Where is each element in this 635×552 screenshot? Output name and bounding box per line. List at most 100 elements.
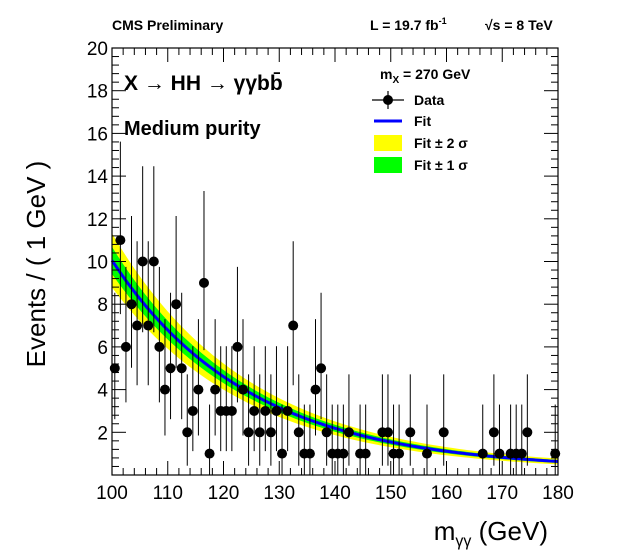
data-point <box>243 374 254 466</box>
data-point <box>293 374 304 466</box>
data-marker <box>304 448 315 459</box>
legend-label-band1: Fit ± 1 σ <box>414 157 468 173</box>
x-tick-label: 130 <box>263 483 295 504</box>
fit-band-1sigma <box>112 246 558 463</box>
data-marker <box>193 384 204 395</box>
data-marker <box>126 299 137 310</box>
data-marker <box>277 448 288 459</box>
data-point <box>304 404 315 475</box>
data-marker <box>210 384 221 395</box>
data-point <box>221 346 232 452</box>
data-marker <box>321 427 332 438</box>
data-point <box>271 346 282 452</box>
data-marker <box>176 363 187 374</box>
data-marker <box>522 427 533 438</box>
y-tick-label: 18 <box>87 82 108 103</box>
data-point <box>187 346 198 452</box>
data-marker <box>343 427 354 438</box>
data-marker <box>494 448 505 459</box>
plot-frame <box>111 47 559 476</box>
data-point <box>148 166 159 333</box>
data-marker <box>293 427 304 438</box>
y-tick-label: 4 <box>97 381 108 402</box>
data-marker <box>204 448 215 459</box>
data-point <box>477 404 488 475</box>
data-point <box>193 319 204 436</box>
data-point <box>198 191 209 351</box>
data-marker <box>137 256 148 267</box>
data-point <box>321 374 332 466</box>
y-tick-label: 14 <box>87 167 109 188</box>
data-marker <box>171 299 182 310</box>
data-marker <box>405 427 416 438</box>
data-point <box>238 319 249 436</box>
data-point <box>343 374 354 466</box>
legend-data-marker <box>383 95 393 105</box>
data-point <box>511 404 522 475</box>
data-point <box>516 404 527 475</box>
process-label: X → HH → γγbb̄ <box>124 72 283 95</box>
mass-label-subscript: X <box>392 75 399 86</box>
data-marker <box>109 363 120 374</box>
data-marker <box>382 427 393 438</box>
data-point <box>332 404 343 475</box>
plot-area <box>109 141 561 475</box>
data-marker <box>516 448 527 459</box>
y-tick-label: 10 <box>87 253 108 274</box>
data-marker <box>249 405 260 416</box>
data-point <box>360 404 371 475</box>
data-point <box>260 346 271 452</box>
data-point <box>488 374 499 466</box>
data-point <box>405 374 416 466</box>
axis-ticks: 100 110 120 130 140 150 160 170 180 2 4 6 8 10 12 14 16 1… <box>87 39 574 504</box>
luminosity-label: L = 19.7 fb-1 <box>370 16 447 33</box>
data-marker <box>159 384 170 395</box>
data-marker <box>282 405 293 416</box>
y-axis-title: Events / ( 1 GeV ) <box>21 161 51 368</box>
data-marker <box>265 427 276 438</box>
chart-title: CMS Preliminary <box>112 17 223 33</box>
data-point <box>382 374 393 466</box>
x-tick-label: 100 <box>96 483 128 504</box>
data-point <box>154 266 165 403</box>
data-point <box>310 319 321 436</box>
data-marker <box>421 448 432 459</box>
data-marker <box>360 448 371 459</box>
x-tick-label: 170 <box>486 483 518 504</box>
energy-label: √s = 8 TeV <box>485 17 553 33</box>
data-marker <box>198 277 209 288</box>
data-marker <box>438 427 449 438</box>
legend-label-fit: Fit <box>414 113 431 129</box>
data-marker <box>182 427 193 438</box>
data-point <box>204 404 215 475</box>
x-tick-label: 180 <box>542 483 574 504</box>
x-tick-label: 120 <box>208 483 240 504</box>
legend-band1-swatch <box>374 157 402 173</box>
data-points <box>109 141 561 475</box>
legend-label-band2: Fit ± 2 σ <box>414 135 468 151</box>
data-point <box>226 346 237 452</box>
data-point <box>232 266 243 403</box>
data-point <box>494 404 505 475</box>
x-axis-title-subscript: γγ <box>455 533 471 550</box>
data-point <box>394 404 405 475</box>
data-point <box>288 241 299 386</box>
data-point <box>132 241 143 386</box>
y-tick-label: 8 <box>97 295 108 316</box>
data-point <box>277 404 288 475</box>
data-marker <box>316 363 327 374</box>
y-tick-label: 12 <box>87 210 108 231</box>
y-tick-label: 2 <box>97 423 108 444</box>
data-point <box>522 374 533 466</box>
data-marker <box>288 320 299 331</box>
mass-value: = 270 GeV <box>399 66 471 82</box>
data-point <box>137 166 148 333</box>
category-label: Medium purity <box>124 118 262 140</box>
data-marker <box>165 363 176 374</box>
fit-band-2sigma <box>112 233 558 465</box>
y-tick-label: 6 <box>97 338 108 359</box>
data-marker <box>477 448 488 459</box>
data-marker <box>132 320 143 331</box>
data-marker <box>143 320 154 331</box>
data-point <box>126 216 137 368</box>
